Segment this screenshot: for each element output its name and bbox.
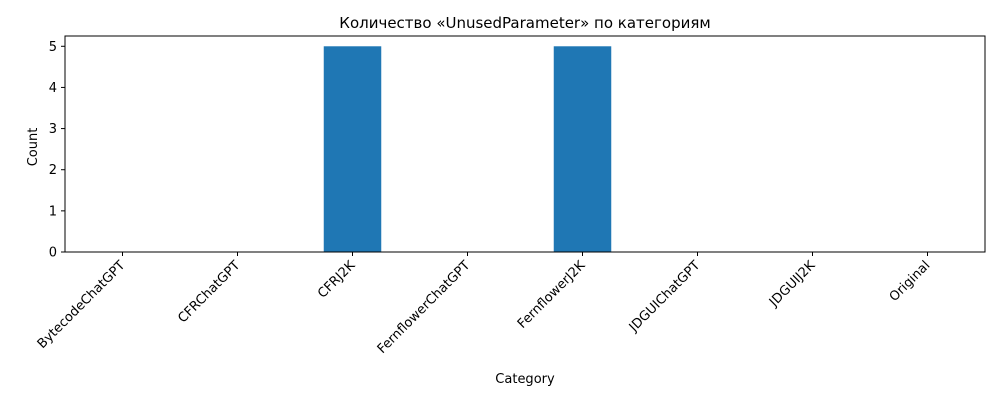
x-axis-label: Category [495, 372, 555, 387]
y-axis-label: Count [26, 128, 41, 167]
plot-frame [64, 35, 986, 253]
y-tick-label: 0 [49, 246, 57, 261]
y-tick-label: 5 [49, 40, 57, 55]
bar-series [323, 46, 612, 253]
y-tick-label: 2 [49, 163, 57, 178]
y-tick-label: 1 [49, 204, 57, 219]
bar-FernflowerJ2K [553, 46, 612, 253]
y-axis-ticks: 0 1 2 3 4 5 [49, 40, 65, 261]
y-tick-label: 3 [49, 122, 57, 137]
chart-title: Количество «UnusedParameter» по категори… [339, 14, 710, 32]
y-tick-label: 4 [49, 81, 57, 96]
bar-CFRJ2K [323, 46, 382, 253]
